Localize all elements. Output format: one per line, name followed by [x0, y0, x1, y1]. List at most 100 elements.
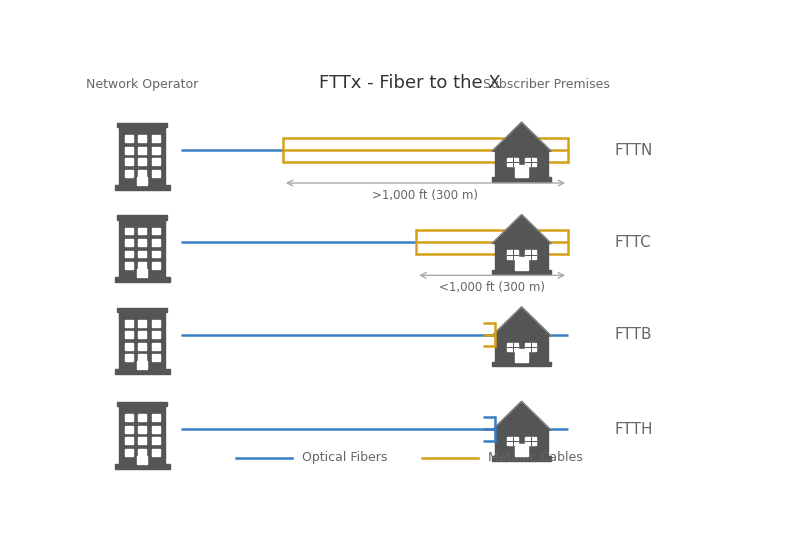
Bar	[492, 456, 551, 461]
Bar	[125, 251, 133, 257]
Bar	[507, 251, 518, 259]
Bar	[138, 449, 146, 456]
Bar	[152, 147, 160, 154]
Bar	[125, 169, 133, 176]
Bar	[492, 362, 551, 366]
Text: Metallic Cables: Metallic Cables	[487, 451, 582, 464]
Text: FTTH: FTTH	[614, 422, 653, 437]
Bar	[152, 354, 160, 361]
Bar	[138, 228, 146, 235]
Bar	[514, 165, 529, 177]
Bar	[137, 456, 142, 464]
Bar	[138, 332, 146, 338]
Bar	[125, 147, 133, 154]
Bar	[137, 361, 142, 369]
Bar	[526, 158, 536, 166]
Bar	[138, 414, 146, 421]
Bar	[142, 269, 147, 277]
Bar	[117, 215, 167, 220]
Text: FTTx - Fiber to the X: FTTx - Fiber to the X	[319, 74, 501, 92]
Bar	[138, 343, 146, 350]
Bar	[152, 332, 160, 338]
Bar	[152, 320, 160, 327]
Bar	[526, 343, 536, 351]
Text: Network Operator: Network Operator	[86, 78, 198, 91]
Bar	[125, 414, 133, 421]
Bar	[119, 127, 166, 184]
Bar	[514, 350, 529, 362]
Bar	[138, 147, 146, 154]
Bar	[114, 277, 170, 282]
Bar	[125, 437, 133, 444]
Bar	[125, 354, 133, 361]
Bar	[507, 343, 518, 351]
Bar	[507, 158, 518, 166]
Bar	[514, 257, 529, 270]
Bar	[152, 449, 160, 456]
Bar	[492, 177, 551, 182]
Bar	[152, 343, 160, 350]
Bar	[152, 414, 160, 421]
Bar	[125, 158, 133, 165]
Bar	[138, 135, 146, 142]
Bar	[114, 369, 170, 374]
Text: <1,000 ft (300 m): <1,000 ft (300 m)	[439, 281, 545, 294]
Polygon shape	[492, 122, 551, 151]
Bar	[526, 437, 536, 446]
Bar	[138, 426, 146, 433]
Bar	[125, 262, 133, 269]
Bar	[142, 177, 147, 184]
Bar	[138, 239, 146, 246]
Bar	[117, 308, 167, 312]
Bar	[495, 430, 548, 456]
Bar	[152, 426, 160, 433]
Text: FTTN: FTTN	[614, 143, 653, 158]
Bar	[152, 239, 160, 246]
Bar	[514, 444, 529, 456]
Bar	[507, 437, 518, 446]
Bar	[138, 169, 146, 176]
Bar	[125, 135, 133, 142]
Bar	[119, 406, 166, 464]
Bar	[152, 228, 160, 235]
Text: Optical Fibers: Optical Fibers	[302, 451, 387, 464]
Bar	[125, 320, 133, 327]
Bar	[119, 220, 166, 277]
Bar	[142, 456, 147, 464]
Bar	[117, 402, 167, 406]
Bar	[125, 239, 133, 246]
Bar	[137, 177, 142, 184]
Bar	[152, 262, 160, 269]
Bar	[114, 464, 170, 469]
Bar	[117, 123, 167, 127]
Bar	[125, 449, 133, 456]
Bar	[142, 361, 147, 369]
Bar	[138, 354, 146, 361]
Bar	[492, 270, 551, 274]
Bar	[125, 228, 133, 235]
Bar	[137, 269, 142, 277]
Bar	[152, 169, 160, 176]
Bar	[138, 437, 146, 444]
Bar	[114, 184, 170, 190]
Text: FTTB: FTTB	[614, 327, 652, 342]
Bar	[495, 244, 548, 270]
Bar	[152, 158, 160, 165]
Bar	[138, 262, 146, 269]
Bar	[152, 437, 160, 444]
Bar	[152, 135, 160, 142]
Polygon shape	[492, 215, 551, 244]
Bar	[119, 312, 166, 369]
Bar	[125, 426, 133, 433]
Bar	[526, 251, 536, 259]
Bar	[138, 251, 146, 257]
Bar	[495, 336, 548, 362]
Bar	[138, 158, 146, 165]
Bar	[152, 251, 160, 257]
Bar	[495, 151, 548, 177]
Text: FTTC: FTTC	[614, 235, 651, 250]
Bar	[125, 343, 133, 350]
Polygon shape	[492, 401, 551, 430]
Text: Subscriber Premises: Subscriber Premises	[483, 78, 610, 91]
Bar	[125, 332, 133, 338]
